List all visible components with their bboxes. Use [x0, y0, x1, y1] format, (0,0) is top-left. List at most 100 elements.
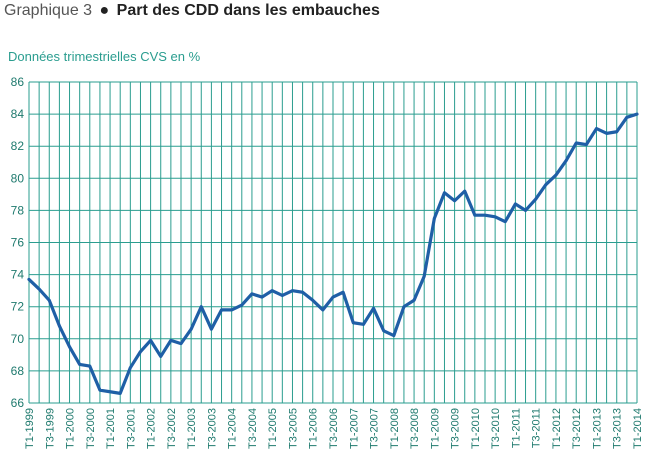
data-point	[149, 339, 152, 342]
data-point	[311, 299, 314, 302]
data-point	[321, 308, 325, 312]
data-point	[240, 303, 243, 307]
data-point	[433, 217, 436, 220]
x-tick-label: T3-2006	[328, 408, 340, 449]
data-point	[504, 220, 507, 223]
data-point	[443, 191, 446, 194]
x-tick-label: T1-2014	[632, 408, 644, 449]
data-point	[463, 189, 466, 193]
x-tick-label: T3-2003	[206, 408, 218, 449]
chart-title-row: Graphique 3 ● Part des CDD dans les emba…	[4, 2, 380, 24]
data-point	[271, 289, 274, 292]
x-tick-label: T1-2013	[591, 408, 603, 449]
data-point	[585, 143, 588, 146]
data-point	[534, 197, 537, 201]
data-point	[331, 295, 335, 299]
x-tick-label: T3-2007	[369, 408, 381, 449]
data-point	[473, 214, 477, 217]
chart-title-bullet: ●	[99, 2, 110, 19]
y-axis-ticks: 66 68 70 72 74 76 78 80 82 84 86	[11, 75, 25, 410]
data-point	[189, 327, 193, 331]
data-point	[129, 366, 132, 369]
x-tick-label: T1-2010	[470, 408, 482, 449]
x-tick-label: T3-2009	[450, 408, 462, 449]
data-point	[210, 327, 213, 331]
x-tick-label: T1-2005	[267, 408, 279, 449]
x-tick-label: T1-2001	[105, 408, 117, 449]
x-tick-label: T1-2000	[65, 408, 77, 449]
data-point	[58, 324, 61, 328]
y-tick-label: 66	[11, 396, 25, 410]
data-point	[362, 323, 365, 326]
y-tick-label: 70	[11, 332, 25, 346]
data-point	[524, 209, 527, 212]
data-point	[48, 299, 51, 302]
x-tick-label: T1-1999	[24, 408, 36, 449]
data-point	[635, 112, 639, 116]
chart-title: Part des CDD dans les embauches	[116, 2, 380, 19]
x-tick-label: T1-2012	[551, 408, 563, 449]
y-tick-label: 84	[11, 107, 25, 121]
data-point	[453, 199, 456, 202]
x-tick-label: T1-2002	[146, 408, 158, 449]
y-tick-label: 72	[11, 300, 25, 314]
data-point	[68, 345, 71, 349]
x-tick-label: T1-2006	[308, 408, 320, 449]
data-point	[291, 289, 294, 292]
data-point	[179, 342, 183, 345]
x-tick-label: T1-2011	[510, 408, 522, 448]
data-point	[98, 388, 102, 392]
data-point	[159, 355, 162, 358]
y-tick-label: 78	[11, 203, 25, 217]
x-tick-label: T1-2004	[227, 408, 239, 449]
data-point	[301, 291, 304, 294]
data-point	[37, 287, 41, 291]
data-point	[230, 308, 233, 312]
data-point	[382, 329, 385, 332]
data-point	[78, 363, 81, 366]
data-point	[281, 294, 284, 297]
y-tick-label: 86	[11, 75, 25, 89]
x-axis-ticks: T1-1999 T3-1999 T1-2000 T3-2000 T1-2001 T3-20…	[24, 408, 644, 449]
x-tick-label: T3-2010	[490, 408, 502, 449]
data-point	[341, 291, 345, 294]
data-point	[625, 116, 629, 119]
data-point	[493, 215, 497, 219]
chart-title-prefix: Graphique 3	[4, 2, 93, 19]
data-point	[575, 141, 578, 145]
data-point	[564, 159, 568, 162]
x-tick-label: T1-2003	[186, 408, 198, 449]
data-point	[200, 305, 203, 308]
data-point	[615, 130, 618, 133]
x-tick-label: T3-2011	[531, 408, 543, 448]
x-tick-label: T3-2004	[247, 408, 259, 449]
x-tick-label: T3-2005	[287, 408, 299, 449]
data-point	[544, 183, 547, 186]
gridlines	[28, 81, 638, 404]
data-point	[402, 305, 406, 308]
data-point	[169, 339, 173, 342]
data-point	[220, 308, 223, 312]
data-point	[595, 127, 598, 130]
y-tick-label: 80	[11, 171, 25, 185]
data-point	[27, 278, 31, 281]
data-point	[108, 390, 112, 393]
data-point	[412, 299, 416, 302]
data-point	[88, 364, 92, 368]
x-tick-label: T3-2008	[409, 408, 421, 449]
data-point	[260, 295, 264, 299]
chart-subtitle: Données trimestrielles CVS en %	[8, 49, 201, 64]
data-point	[392, 334, 395, 337]
data-point	[605, 132, 608, 135]
data-point	[514, 202, 517, 206]
data-point	[372, 307, 375, 310]
data-point	[554, 173, 558, 177]
data-point	[119, 392, 122, 395]
x-tick-label: T3-2002	[166, 408, 178, 449]
y-tick-label: 76	[11, 236, 25, 250]
data-point	[250, 292, 254, 296]
x-tick-label: T3-1999	[44, 408, 56, 449]
data-point	[423, 275, 426, 278]
data-point	[352, 321, 355, 324]
